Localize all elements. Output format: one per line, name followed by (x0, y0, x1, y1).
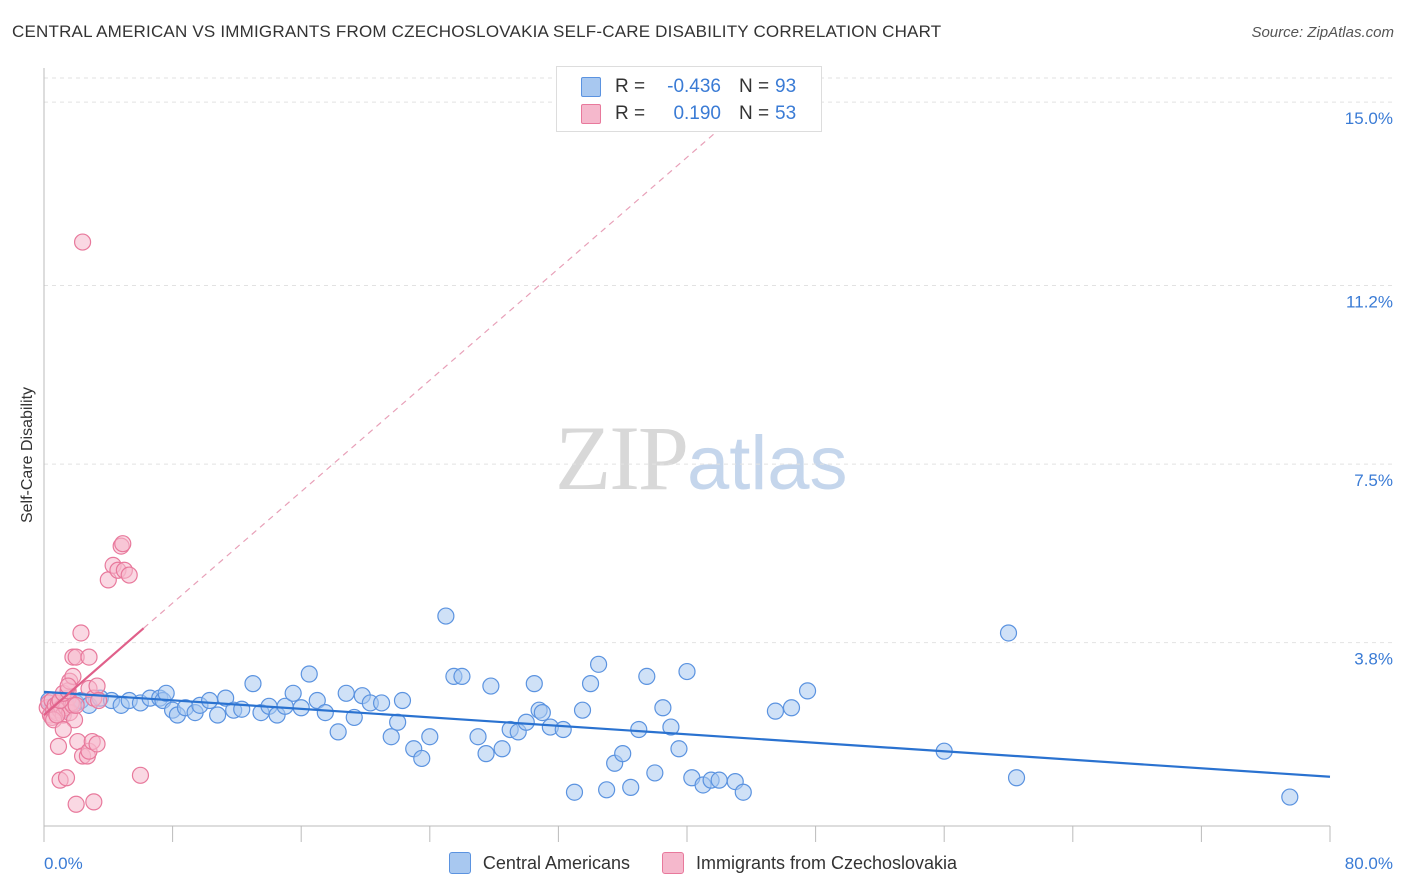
y-tick-label: 11.2% (1346, 293, 1393, 312)
data-point-central-americans (308, 691, 326, 710)
data-point-central-americans (734, 783, 752, 801)
data-point-central-americans (782, 699, 801, 717)
data-point-central-americans (554, 720, 572, 739)
y-tick-label: 15.0% (1345, 109, 1393, 128)
data-point-central-americans (710, 771, 728, 789)
data-point-central-americans (622, 778, 640, 796)
data-point-central-americans (244, 675, 262, 693)
data-point-czechoslovakia (57, 769, 76, 787)
data-point-central-americans (614, 745, 632, 763)
data-point-central-americans (670, 740, 688, 758)
data-point-central-americans (598, 781, 616, 799)
data-point-central-americans (482, 677, 500, 695)
legend-row-czechoslovakia: R = 0.190 N = 53 (581, 100, 796, 128)
watermark-zip: ZIP (555, 407, 689, 509)
data-point-central-americans (421, 728, 439, 746)
data-point-central-americans (525, 675, 543, 693)
y-tick-label: 7.5% (1354, 471, 1393, 490)
data-point-central-americans (209, 706, 227, 724)
data-point-czechoslovakia (120, 566, 138, 584)
series-legend-item-central-americans: Central Americans (448, 852, 630, 874)
data-point-central-americans (798, 682, 817, 700)
correlation-legend: R = -0.436 N = 93 R = 0.190 N = 53 (556, 66, 822, 132)
data-point-central-americans (565, 783, 584, 801)
data-point-central-americans (477, 745, 495, 763)
data-point-central-americans (654, 699, 672, 717)
data-point-czechoslovakia (54, 720, 72, 739)
series-legend-item-czechoslovakia: Immigrants from Czechoslovakia (661, 852, 958, 874)
data-point-central-americans (646, 764, 664, 782)
trend-line-czechoslovakia (43, 627, 145, 716)
data-point-central-americans (300, 665, 318, 683)
data-point-central-americans (678, 662, 696, 681)
data-point-central-americans (437, 607, 455, 625)
data-point-central-americans (533, 703, 551, 722)
data-point-central-americans (453, 667, 471, 686)
data-point-central-americans (413, 749, 431, 768)
legend-r-label: R = (615, 76, 646, 97)
trend-line-central-americans (43, 690, 1331, 778)
data-point-central-americans (581, 675, 600, 693)
data-point-czechoslovakia (49, 737, 68, 755)
data-point-central-americans (630, 720, 648, 739)
data-point-central-americans (662, 718, 680, 736)
series-legend: Central Americans Immigrants from Czecho… (0, 852, 1406, 874)
series-legend-label: Immigrants from Czechoslovakia (695, 852, 958, 873)
data-point-central-americans (393, 691, 412, 710)
data-point-czechoslovakia (73, 233, 92, 251)
data-point-central-americans (284, 684, 302, 702)
legend-r-value: -0.436 (667, 76, 721, 97)
data-point-czechoslovakia (67, 795, 85, 813)
data-point-central-americans (638, 667, 656, 686)
data-point-central-americans (382, 728, 400, 746)
legend-r-value: 0.190 (673, 103, 721, 124)
data-point-central-americans (329, 723, 347, 741)
data-point-czechoslovakia (131, 766, 150, 784)
legend-row-central-americans: R = -0.436 N = 93 (581, 73, 796, 101)
legend-n-label: N = (739, 103, 770, 124)
data-point-czechoslovakia (67, 696, 85, 714)
data-point-central-americans (999, 624, 1018, 642)
data-point-czechoslovakia (85, 793, 103, 811)
data-point-central-americans (337, 684, 355, 702)
data-point-central-americans (493, 740, 511, 758)
data-point-czechoslovakia (88, 735, 106, 753)
chart-title: CENTRAL AMERICAN VS IMMIGRANTS FROM CZEC… (12, 22, 942, 41)
data-point-central-americans (372, 694, 391, 712)
data-point-czechoslovakia (59, 677, 77, 695)
data-point-czechoslovakia (80, 648, 98, 666)
data-point-czechoslovakia (72, 624, 90, 642)
data-point-central-americans (469, 728, 487, 746)
data-point-czechoslovakia (88, 677, 106, 695)
watermark: ZIPatlas (555, 405, 848, 511)
legend-swatch-blue (581, 77, 601, 97)
data-point-central-americans (316, 703, 334, 722)
trend-extension-czechoslovakia (143, 87, 768, 629)
data-point-central-americans (573, 701, 592, 719)
x-tick-label: 80.0% (1345, 854, 1393, 873)
data-point-central-americans (1281, 788, 1299, 806)
data-point-central-americans (766, 702, 785, 720)
data-point-czechoslovakia (114, 535, 132, 553)
legend-r-label: R = (615, 103, 646, 124)
watermark-atlas: atlas (687, 421, 848, 506)
data-point-central-americans (157, 684, 175, 702)
legend-n-value: 53 (775, 103, 797, 124)
legend-n-value: 93 (775, 76, 797, 97)
data-point-central-americans (1007, 769, 1026, 787)
legend-n-label: N = (739, 76, 770, 97)
x-tick-label: 0.0% (44, 854, 83, 873)
data-point-central-americans (217, 689, 235, 707)
series-legend-label: Central Americans (482, 852, 630, 873)
y-tick-label: 3.8% (1354, 650, 1393, 669)
source-label: Source: ZipAtlas.com (1251, 24, 1394, 41)
legend-swatch-pink (581, 104, 601, 124)
data-point-central-americans (200, 691, 219, 710)
series-legend-swatch-pink (661, 852, 684, 874)
series-legend-swatch-blue (448, 852, 471, 874)
data-point-central-americans (589, 655, 608, 673)
